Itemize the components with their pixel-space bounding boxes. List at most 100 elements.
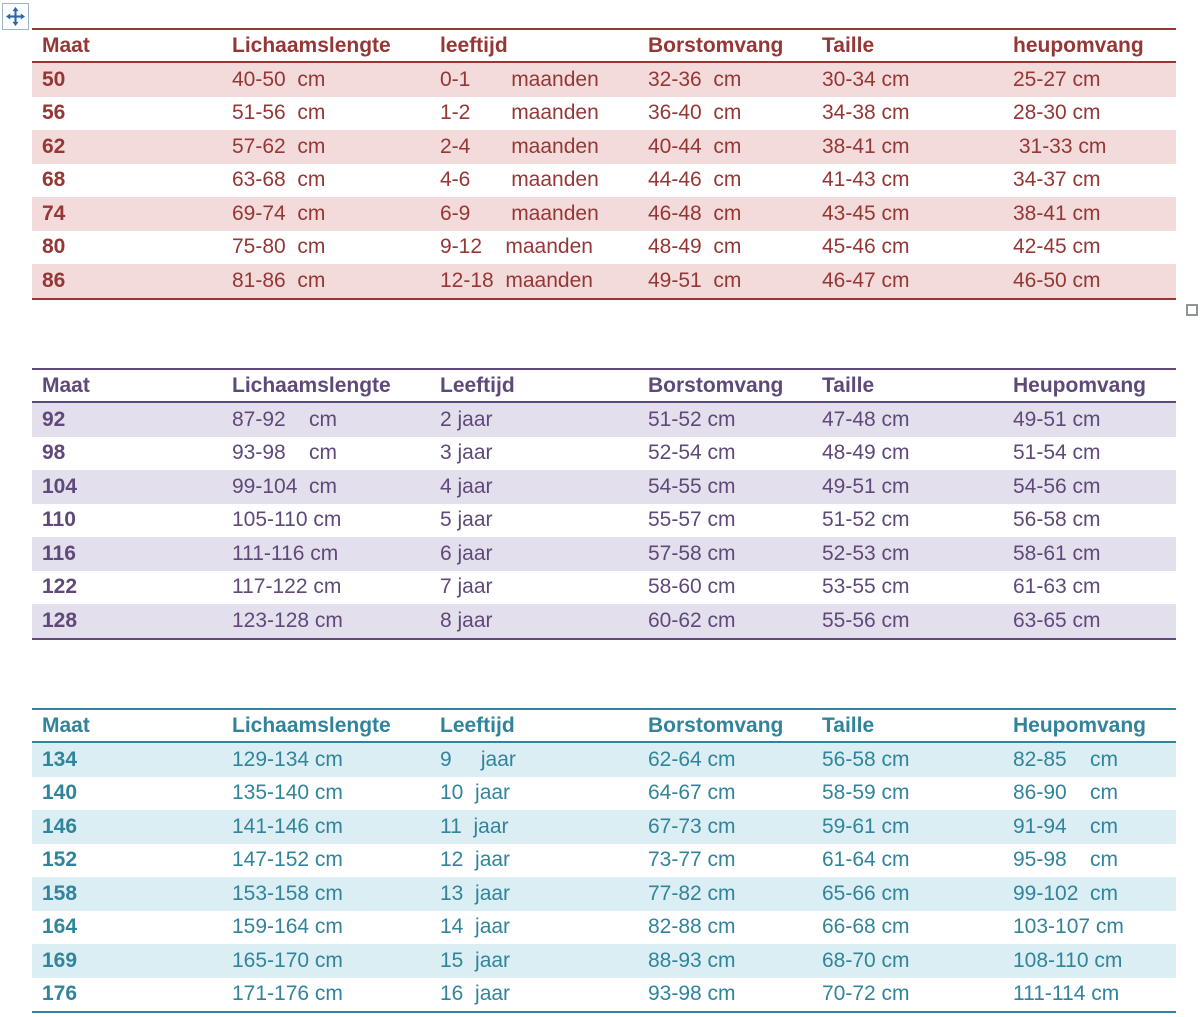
cell-heupomvang[interactable]: 42-45 cm	[1013, 235, 1101, 259]
cell-leeftijd[interactable]: 6 jaar	[430, 537, 638, 571]
cell-heupomvang[interactable]: 34-37 cm	[1013, 168, 1101, 192]
cell-borstomvang[interactable]: 46-48 cm	[638, 197, 812, 231]
cell-leeftijd[interactable]: 10 jaar	[440, 781, 511, 805]
cell-borstomvang[interactable]: 82-88 cm	[648, 915, 736, 939]
cell-maat[interactable]: 164	[42, 915, 78, 939]
table-move-handle[interactable]	[2, 3, 29, 30]
cell-borstomvang[interactable]: 67-73 cm	[638, 810, 812, 844]
column-header-heupomvang[interactable]: Heupomvang	[1003, 708, 1176, 743]
cell-maat[interactable]: 169	[32, 944, 222, 978]
cell-lichaamslengte[interactable]: 99-104 cm	[222, 470, 430, 504]
cell-heupomvang[interactable]: 58-61 cm	[1003, 537, 1176, 571]
cell-maat[interactable]: 128	[32, 604, 222, 640]
cell-lichaamslengte[interactable]: 135-140 cm	[232, 781, 343, 805]
cell-heupomvang[interactable]: 31-33 cm	[1003, 130, 1176, 164]
cell-borstomvang[interactable]: 88-93 cm	[638, 944, 812, 978]
cell-borstomvang[interactable]: 32-36 cm	[638, 62, 812, 97]
cell-taille[interactable]: 47-48 cm	[812, 402, 1003, 437]
cell-taille[interactable]: 66-68 cm	[822, 915, 910, 939]
cell-maat[interactable]: 122	[42, 575, 78, 599]
cell-lichaamslengte[interactable]: 57-62 cm	[222, 130, 430, 164]
cell-taille[interactable]: 30-34 cm	[812, 62, 1003, 97]
cell-maat[interactable]: 104	[32, 470, 222, 504]
cell-lichaamslengte[interactable]: 141-146 cm	[222, 810, 430, 844]
cell-taille[interactable]: 70-72 cm	[812, 977, 1003, 1013]
column-header-lichaamslengte[interactable]: Lichaamslengte	[222, 708, 430, 743]
cell-lichaamslengte[interactable]: 93-98 cm	[232, 441, 338, 465]
cell-leeftijd[interactable]: 14 jaar	[440, 915, 511, 939]
cell-leeftijd[interactable]: 2-4 maanden	[430, 130, 638, 164]
cell-heupomvang[interactable]: 63-65 cm	[1003, 604, 1176, 640]
cell-leeftijd[interactable]: 0-1 maanden	[430, 62, 638, 97]
cell-taille[interactable]: 38-41 cm	[812, 130, 1003, 164]
cell-lichaamslengte[interactable]: 165-170 cm	[222, 944, 430, 978]
cell-maat[interactable]: 50	[32, 62, 222, 97]
cell-borstomvang[interactable]: 55-57 cm	[648, 508, 736, 532]
cell-leeftijd[interactable]: 4-6 maanden	[440, 168, 599, 192]
cell-heupomvang[interactable]: 25-27 cm	[1003, 62, 1176, 97]
cell-taille[interactable]: 58-59 cm	[822, 781, 910, 805]
cell-taille[interactable]: 52-53 cm	[812, 537, 1003, 571]
cell-heupomvang[interactable]: 103-107 cm	[1013, 915, 1124, 939]
cell-borstomvang[interactable]: 40-44 cm	[638, 130, 812, 164]
cell-taille[interactable]: 68-70 cm	[812, 944, 1003, 978]
cell-lichaamslengte[interactable]: 87-92 cm	[222, 402, 430, 437]
cell-taille[interactable]: 49-51 cm	[812, 470, 1003, 504]
cell-heupomvang[interactable]: 86-90 cm	[1013, 781, 1119, 805]
cell-lichaamslengte[interactable]: 51-56 cm	[232, 101, 326, 125]
cell-borstomvang[interactable]: 44-46 cm	[648, 168, 742, 192]
column-header-leeftijd[interactable]: Leeftijd	[430, 708, 638, 743]
cell-borstomvang[interactable]: 64-67 cm	[648, 781, 736, 805]
cell-maat[interactable]: 116	[32, 537, 222, 571]
column-header-leeftijd[interactable]: leeftijd	[430, 28, 638, 63]
column-header-maat[interactable]: Maat	[32, 28, 222, 63]
cell-leeftijd[interactable]: 6-9 maanden	[430, 197, 638, 231]
cell-maat[interactable]: 158	[32, 877, 222, 911]
cell-maat[interactable]: 98	[42, 441, 66, 465]
cell-lichaamslengte[interactable]: 69-74 cm	[222, 197, 430, 231]
column-header-borstomvang[interactable]: Borstomvang	[638, 368, 812, 403]
column-header-leeftijd[interactable]: Leeftijd	[430, 368, 638, 403]
cell-taille[interactable]: 34-38 cm	[822, 101, 910, 125]
cell-borstomvang[interactable]: 57-58 cm	[638, 537, 812, 571]
cell-borstomvang[interactable]: 58-60 cm	[648, 575, 736, 599]
cell-maat[interactable]: 80	[42, 235, 66, 259]
cell-maat[interactable]: 56	[42, 101, 66, 125]
cell-leeftijd[interactable]: 2 jaar	[430, 402, 638, 437]
cell-leeftijd[interactable]: 16 jaar	[430, 977, 638, 1013]
cell-leeftijd[interactable]: 5 jaar	[440, 508, 493, 532]
column-header-taille[interactable]: Taille	[812, 28, 1003, 63]
cell-borstomvang[interactable]: 93-98 cm	[638, 977, 812, 1013]
column-header-heupomvang[interactable]: Heupomvang	[1003, 368, 1176, 403]
cell-taille[interactable]: 53-55 cm	[822, 575, 910, 599]
cell-maat[interactable]: 134	[32, 742, 222, 777]
column-header-maat[interactable]: Maat	[32, 708, 222, 743]
cell-leeftijd[interactable]: 7 jaar	[440, 575, 493, 599]
cell-maat[interactable]: 86	[32, 264, 222, 300]
cell-heupomvang[interactable]: 99-102 cm	[1003, 877, 1176, 911]
cell-leeftijd[interactable]: 11 jaar	[430, 810, 638, 844]
cell-leeftijd[interactable]: 1-2 maanden	[440, 101, 599, 125]
cell-taille[interactable]: 46-47 cm	[812, 264, 1003, 300]
cell-heupomvang[interactable]: 111-114 cm	[1003, 977, 1176, 1013]
cell-heupomvang[interactable]: 38-41 cm	[1003, 197, 1176, 231]
cell-leeftijd[interactable]: 12-18 maanden	[430, 264, 638, 300]
cell-lichaamslengte[interactable]: 117-122 cm	[232, 575, 342, 599]
cell-taille[interactable]: 55-56 cm	[812, 604, 1003, 640]
cell-lichaamslengte[interactable]: 63-68 cm	[232, 168, 326, 192]
cell-borstomvang[interactable]: 48-49 cm	[648, 235, 742, 259]
cell-heupomvang[interactable]: 54-56 cm	[1003, 470, 1176, 504]
cell-leeftijd[interactable]: 9 jaar	[430, 742, 638, 777]
column-header-taille[interactable]: Taille	[812, 368, 1003, 403]
cell-maat[interactable]: 110	[42, 508, 76, 532]
cell-borstomvang[interactable]: 62-64 cm	[638, 742, 812, 777]
cell-lichaamslengte[interactable]: 159-164 cm	[232, 915, 343, 939]
cell-taille[interactable]: 43-45 cm	[812, 197, 1003, 231]
cell-maat[interactable]: 92	[32, 402, 222, 437]
cell-taille[interactable]: 61-64 cm	[822, 848, 910, 872]
column-header-heupomvang[interactable]: heupomvang	[1003, 28, 1176, 63]
cell-heupomvang[interactable]: 46-50 cm	[1003, 264, 1176, 300]
cell-taille[interactable]: 41-43 cm	[822, 168, 910, 192]
cell-lichaamslengte[interactable]: 153-158 cm	[222, 877, 430, 911]
cell-heupomvang[interactable]: 56-58 cm	[1013, 508, 1101, 532]
